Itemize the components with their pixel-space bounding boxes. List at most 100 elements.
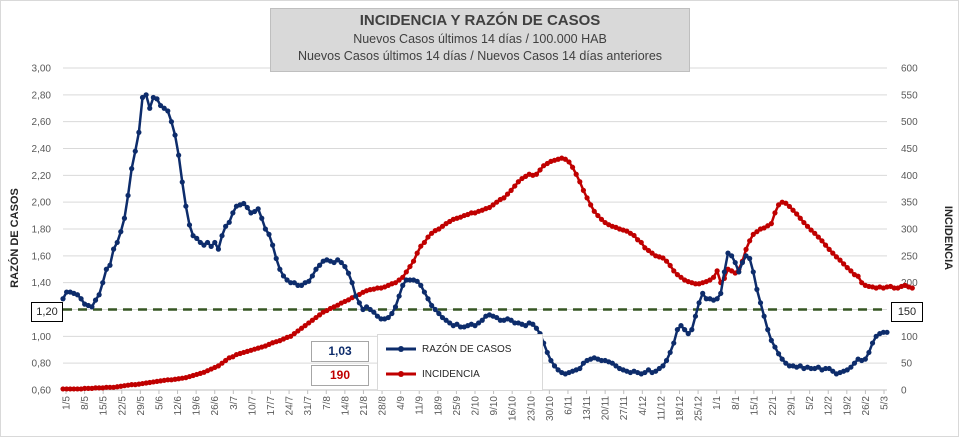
data-point xyxy=(60,386,66,392)
reference-left-label: 1,20 xyxy=(31,302,63,322)
data-point xyxy=(78,296,84,302)
data-point xyxy=(121,215,128,221)
data-point xyxy=(631,232,637,239)
data-point xyxy=(819,238,825,244)
data-point xyxy=(830,250,836,256)
left-tick-label: 2,40 xyxy=(32,144,52,155)
data-point xyxy=(403,269,409,275)
data-point xyxy=(132,148,138,154)
data-point xyxy=(403,277,409,283)
data-point xyxy=(642,245,648,251)
left-axis-ticks: 3,002,802,602,402,202,001,801,601,401,20… xyxy=(32,64,52,397)
data-point xyxy=(494,314,500,321)
data-point xyxy=(732,259,738,266)
data-point xyxy=(710,274,717,280)
data-point xyxy=(678,274,684,280)
x-tick-label: 29/1 xyxy=(787,396,798,416)
data-point xyxy=(768,337,774,343)
data-point xyxy=(804,223,811,229)
data-point xyxy=(703,296,709,302)
data-point xyxy=(223,357,229,364)
right-tick-label: 100 xyxy=(901,332,918,343)
data-point xyxy=(685,331,691,337)
data-point xyxy=(577,179,583,185)
data-point xyxy=(533,325,540,331)
data-point xyxy=(729,253,735,259)
data-point xyxy=(208,243,214,250)
data-point xyxy=(168,119,175,125)
data-point xyxy=(569,164,576,170)
latest-incidence-value: 190 xyxy=(311,365,369,386)
data-point xyxy=(302,323,308,329)
data-point xyxy=(891,285,897,291)
legend-ratio-swatch xyxy=(386,346,416,352)
data-point xyxy=(638,239,644,246)
data-point xyxy=(884,329,890,335)
data-point xyxy=(74,292,81,298)
data-point xyxy=(826,365,832,372)
data-point xyxy=(476,320,482,326)
data-point xyxy=(765,327,771,333)
data-point xyxy=(580,360,587,366)
data-point xyxy=(201,242,207,248)
data-point xyxy=(678,323,684,329)
x-tick-label: 26/2 xyxy=(861,396,872,416)
data-point xyxy=(107,384,113,390)
data-point xyxy=(96,292,102,298)
data-point xyxy=(833,254,840,260)
data-point xyxy=(562,156,568,162)
data-point xyxy=(750,231,756,237)
data-point xyxy=(179,179,185,185)
data-point xyxy=(436,310,442,317)
x-tick-label: 23/10 xyxy=(526,396,537,421)
data-point xyxy=(754,286,760,292)
data-point xyxy=(645,367,652,373)
data-point xyxy=(844,367,850,373)
data-point xyxy=(103,266,109,272)
data-point xyxy=(790,207,796,213)
data-point xyxy=(349,280,355,286)
x-tick-label: 18/9 xyxy=(433,396,444,416)
data-point xyxy=(136,129,142,135)
data-point xyxy=(378,316,384,322)
data-point xyxy=(396,293,402,299)
data-point xyxy=(331,259,337,266)
data-point xyxy=(425,296,431,302)
x-tick-label: 7/8 xyxy=(322,396,333,410)
chart-subtitle-1: Nuevos Casos últimos 14 días / 100.000 H… xyxy=(353,32,607,46)
data-point xyxy=(291,280,297,286)
data-point xyxy=(82,385,88,391)
data-point xyxy=(165,108,171,114)
data-point xyxy=(407,277,413,283)
data-point xyxy=(533,171,540,177)
data-point xyxy=(60,296,66,302)
x-tick-label: 15/5 xyxy=(99,396,110,416)
right-tick-label: 500 xyxy=(901,117,918,128)
data-point xyxy=(754,229,760,235)
data-point xyxy=(714,296,720,302)
data-point xyxy=(295,282,301,288)
data-point xyxy=(317,262,323,268)
data-point xyxy=(551,363,558,369)
data-point xyxy=(707,277,713,283)
data-point xyxy=(291,331,297,337)
right-axis-ticks: 600550500450400350300250200150100500 xyxy=(901,64,918,397)
right-tick-label: 350 xyxy=(901,198,918,209)
x-tick-label: 8/1 xyxy=(731,396,742,410)
data-point xyxy=(613,363,619,369)
data-point xyxy=(750,269,756,275)
data-point xyxy=(103,384,109,390)
data-point xyxy=(851,360,858,366)
x-tick-label: 11/9 xyxy=(415,396,426,415)
data-point xyxy=(786,363,793,369)
x-tick-label: 22/1 xyxy=(768,396,779,416)
data-point xyxy=(74,386,81,392)
data-point xyxy=(85,385,91,391)
data-point xyxy=(447,320,453,326)
data-point xyxy=(786,203,793,210)
data-point xyxy=(530,321,536,327)
data-point xyxy=(230,210,236,216)
data-point xyxy=(259,215,265,221)
data-point xyxy=(555,367,561,373)
x-tick-label: 5/2 xyxy=(805,396,816,410)
